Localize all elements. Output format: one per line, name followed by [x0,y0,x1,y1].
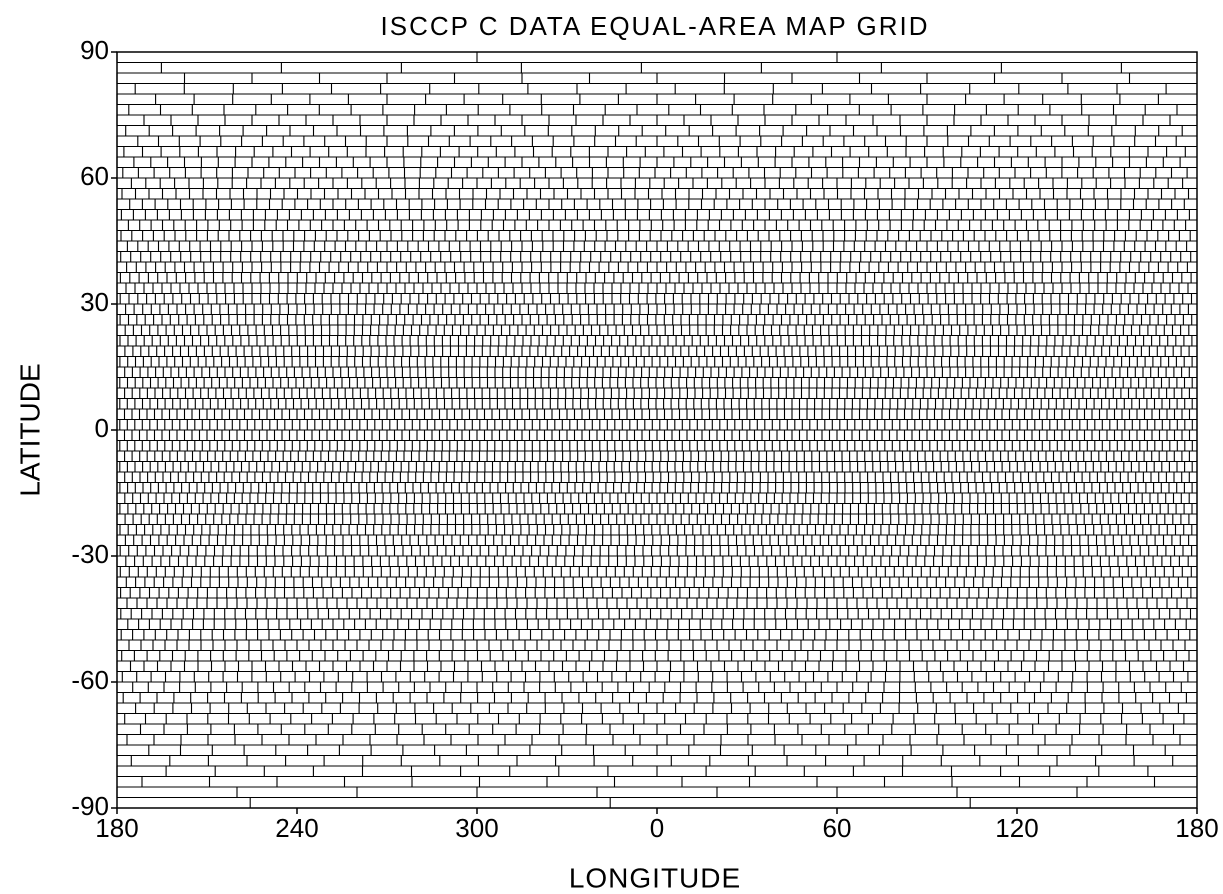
x-tick-label: 0 [650,813,664,843]
x-tick-label: 120 [995,813,1038,843]
x-tick-label: 180 [1175,813,1218,843]
y-tick-label: -90 [71,791,109,821]
x-tick-label: 300 [455,813,498,843]
x-tick-label: 240 [275,813,318,843]
y-tick-label: 0 [95,413,109,443]
y-tick-label: 30 [80,287,109,317]
x-axis-label: LONGITUDE [569,862,741,893]
x-tick-label: 180 [95,813,138,843]
y-tick-label: 90 [80,35,109,65]
y-axis-label: LATITUDE [14,363,45,496]
y-tick-label: -30 [71,539,109,569]
y-tick-label: -60 [71,665,109,695]
chart-title: ISCCP C DATA EQUAL-AREA MAP GRID [381,11,930,41]
y-tick-label: 60 [80,161,109,191]
equal-area-grid [116,51,1197,808]
x-tick-label: 60 [823,813,852,843]
